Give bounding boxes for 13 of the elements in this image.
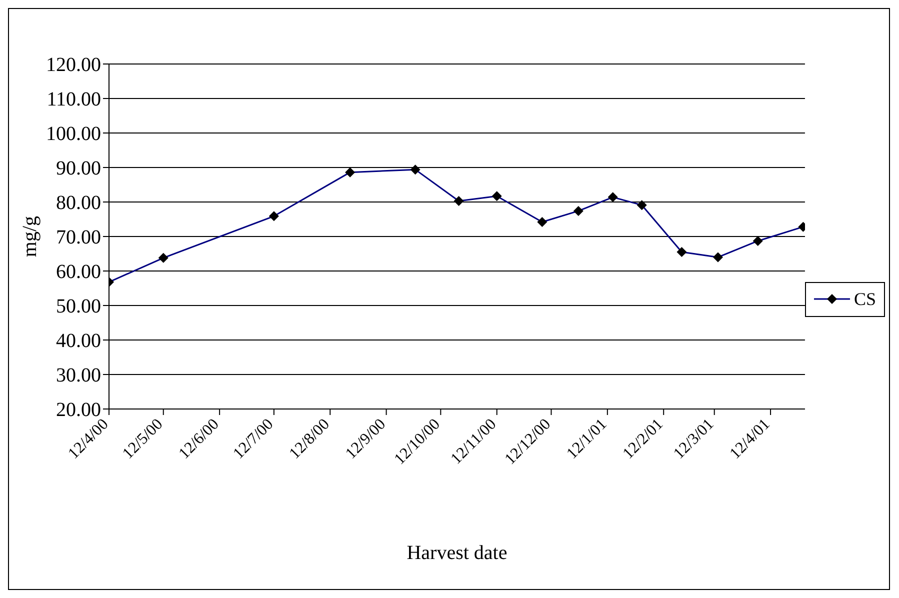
y-tick-label: 80.00 [56, 192, 101, 214]
y-tick-label: 30.00 [56, 364, 101, 387]
y-tick-label: 40.00 [56, 330, 101, 352]
y-tick-label: 50.00 [56, 296, 101, 318]
y-tick-label: 120.00 [46, 54, 101, 76]
y-tick-label: 110.00 [46, 88, 101, 111]
y-tick-label: 90.00 [56, 158, 101, 180]
x-axis-title: Harvest date [406, 542, 508, 564]
y-axis-title: mg/g [19, 216, 42, 258]
y-tick-label: 100.00 [46, 123, 101, 146]
y-tick-label: 60.00 [56, 261, 101, 284]
legend-label: CS [854, 288, 876, 310]
y-tick-label: 70.00 [56, 226, 101, 249]
